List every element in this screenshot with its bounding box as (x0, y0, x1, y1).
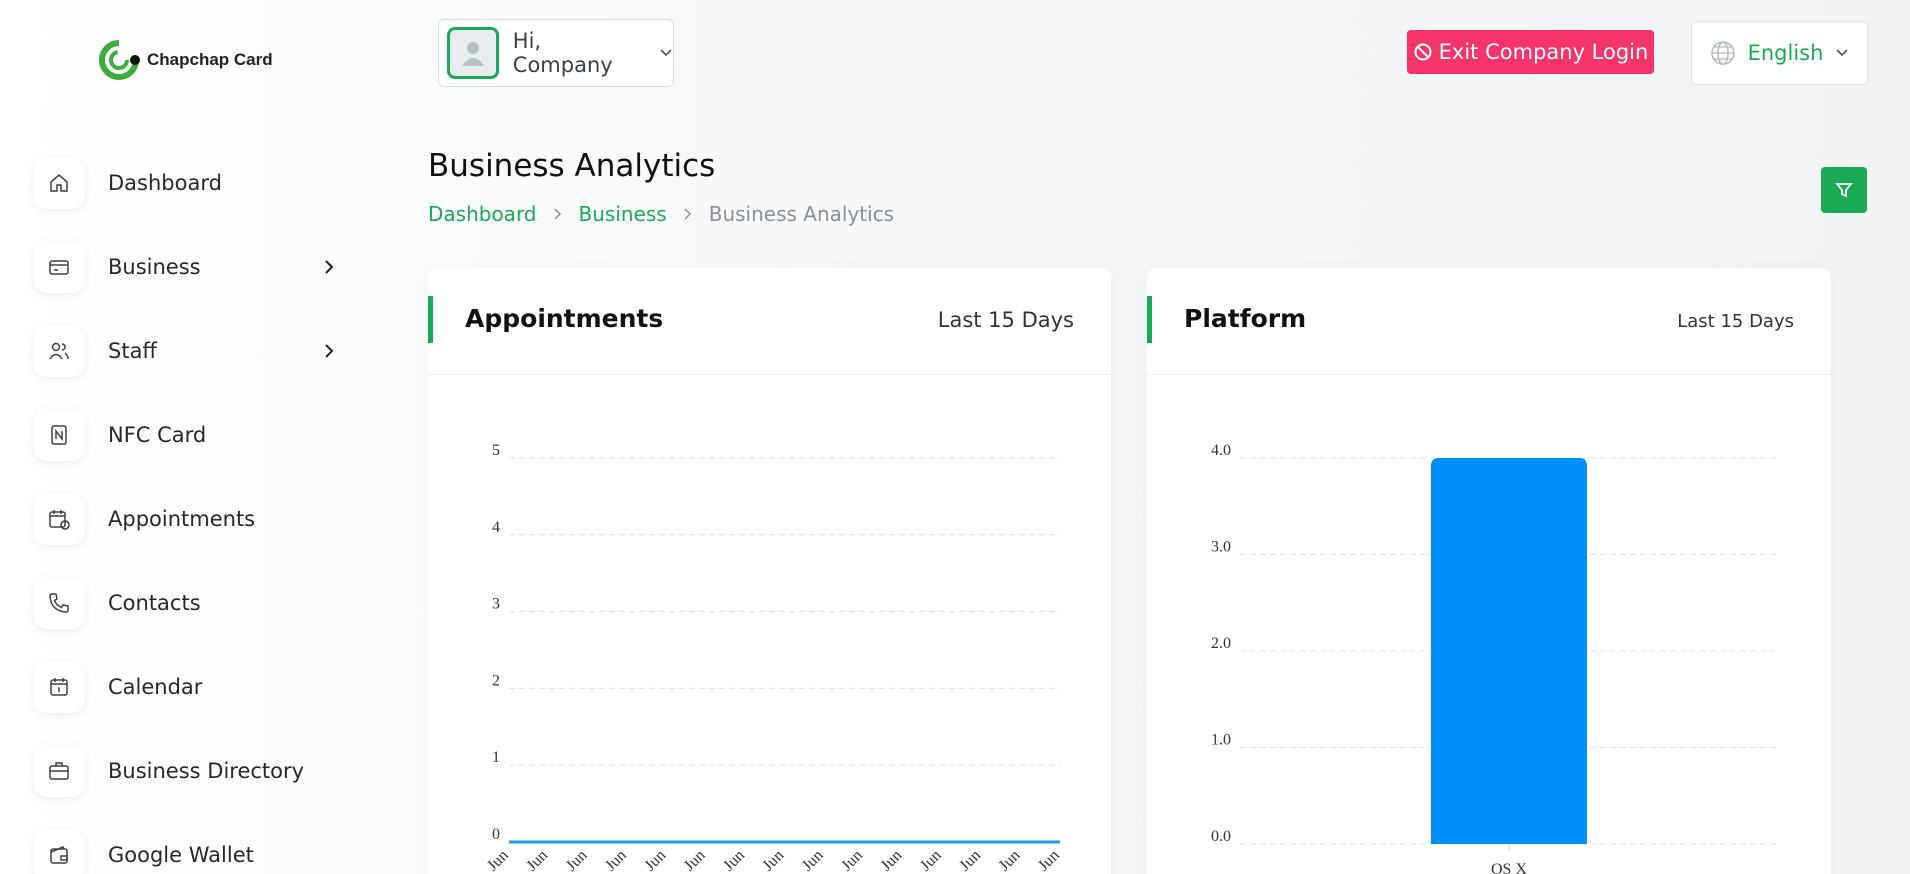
breadcrumb: Dashboard Business Business Analytics (428, 202, 894, 226)
nav-icon (33, 157, 85, 209)
user-menu[interactable]: Hi, Company (438, 19, 674, 87)
language-select[interactable]: English (1691, 21, 1868, 85)
x-tick-label: Jun (878, 847, 906, 874)
x-tick-label: OS X (1491, 861, 1527, 874)
nav-item[interactable]: Staff (33, 325, 353, 377)
y-tick-label: 3 (492, 596, 500, 613)
y-tick-label: 4.0 (1211, 442, 1231, 459)
filter-button[interactable] (1821, 167, 1867, 213)
y-tick-label: 1.0 (1211, 732, 1231, 749)
chevron (323, 341, 335, 365)
card-title: Appointments (465, 304, 664, 333)
nav-item[interactable]: Dashboard (33, 157, 353, 209)
y-tick-label: 2 (492, 672, 500, 689)
nav-icon (33, 577, 85, 629)
nav-label: Dashboard (108, 171, 222, 195)
globe-icon (1710, 41, 1735, 65)
brand[interactable]: Chapchap Card (97, 36, 273, 84)
nav-label: Appointments (108, 507, 256, 531)
x-tick-label: Jun (720, 847, 748, 874)
breadcrumb-item[interactable]: Business (578, 202, 667, 226)
dropdown-icon (1836, 49, 1848, 57)
y-tick-label: 3.0 (1211, 539, 1231, 556)
nav-label: Google Wallet (108, 843, 254, 867)
nav-label: Contacts (108, 591, 201, 615)
language: English (1747, 41, 1824, 65)
nav-label: Business Directory (108, 759, 305, 783)
breadcrumb-item[interactable]: Dashboard (428, 202, 537, 226)
x-tick-label: Jun (956, 847, 984, 874)
nav-item[interactable]: NFC Card (33, 409, 353, 461)
y-tick-label: 5 (492, 442, 500, 459)
y-tick-label: 0 (492, 826, 500, 843)
y-tick-label: 2.0 (1211, 635, 1231, 652)
nav-icon (33, 829, 85, 874)
dropdown-icon (660, 49, 672, 57)
bar (1430, 458, 1588, 844)
ban-icon (1414, 43, 1432, 61)
x-tick-label: Jun (917, 847, 945, 874)
nav-item[interactable]: Google Wallet (33, 829, 353, 874)
breadcrumb-separator (553, 202, 563, 226)
nav-item[interactable]: Business Directory (33, 745, 353, 797)
x-tick-label: Jun (799, 847, 827, 874)
nav-item[interactable]: Appointments (33, 493, 353, 545)
x-tick-label: Jun (523, 847, 551, 874)
page-title: Business Analytics (428, 148, 716, 184)
exit-label: Exit Company Login (1438, 40, 1649, 64)
breadcrumb-separator (683, 202, 693, 226)
x-tick-label: Jun (996, 847, 1024, 874)
nav-label: NFC Card (108, 423, 207, 447)
y-tick-label: 0.0 (1211, 828, 1231, 845)
avatar (447, 27, 499, 79)
nav-item[interactable]: Contacts (33, 577, 353, 629)
x-tick-label: Jun (642, 847, 670, 874)
nav-icon (33, 745, 85, 797)
card-subtitle: Last 15 Days (937, 308, 1074, 332)
nav-label: Calendar (108, 675, 203, 699)
y-tick-label: 4 (492, 519, 500, 536)
card-subtitle: Last 15 Days (1677, 311, 1794, 332)
brand-logo (99, 40, 140, 80)
nav-item[interactable]: Calendar (33, 661, 353, 713)
nav-icon (33, 325, 85, 377)
x-tick-label: Jun (760, 847, 788, 874)
card-title: Platform (1184, 304, 1307, 333)
x-tick-label: Jun (602, 847, 630, 874)
breadcrumb-item: Business Analytics (708, 202, 895, 226)
x-tick-label: Jun (681, 847, 709, 874)
brand-name: Chapchap Card (147, 50, 273, 69)
chevron (323, 257, 335, 281)
x-tick-label: Jun (484, 847, 512, 874)
x-tick-label: Jun (838, 847, 866, 874)
nav-icon (33, 241, 85, 293)
nav-item[interactable]: Business (33, 241, 353, 293)
nav-label: Staff (108, 339, 157, 363)
exit-button[interactable]: Exit Company Login (1407, 30, 1654, 74)
greeting: Hi, Company (512, 29, 613, 77)
x-tick-label: Jun (1035, 847, 1063, 874)
nav-label: Business (108, 255, 201, 279)
nav-icon (33, 493, 85, 545)
nav-icon (33, 661, 85, 713)
nav-icon (33, 409, 85, 461)
y-tick-label: 1 (492, 749, 500, 766)
x-tick-label: Jun (563, 847, 591, 874)
appointments-card: Appointments Last 15 Days (428, 268, 1111, 874)
